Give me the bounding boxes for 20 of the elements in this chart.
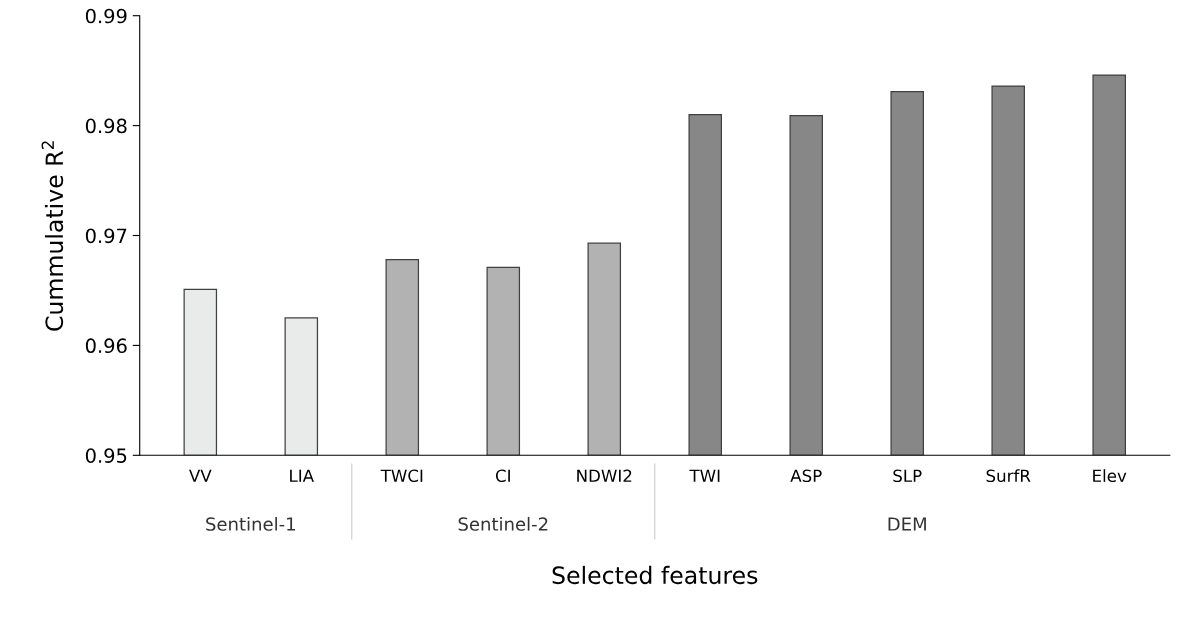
x-tick-label: VV	[189, 469, 212, 482]
x-tick-label: LIA	[290, 469, 314, 482]
x-tick-label: NDWI2	[577, 469, 632, 482]
y-tick-label: 0.97	[85, 228, 127, 244]
y-tick-label: 0.96	[85, 338, 127, 354]
x-tick-label: TWCI	[380, 469, 423, 483]
y-tick-label: 0.98	[85, 118, 127, 134]
text: DEM	[888, 517, 926, 531]
x-tick-label: TWI	[689, 469, 720, 482]
x-tick-label: ASP	[790, 469, 822, 483]
text: Sentinel-2	[458, 516, 548, 531]
text: Sentinel-1	[206, 516, 295, 531]
y-axis-title: Cummulative R$^{2}$	[41, 141, 64, 331]
y-tick-label: 0.95	[85, 448, 127, 463]
x-tick-label: CI	[495, 469, 510, 483]
y-tick-label: 0.99	[85, 8, 127, 24]
x-axis-title: Selected features	[552, 565, 758, 585]
x-tick-label: SurfR	[986, 469, 1031, 483]
x-tick-label: SLP	[893, 469, 922, 483]
x-tick-label: Elev	[1093, 469, 1127, 483]
